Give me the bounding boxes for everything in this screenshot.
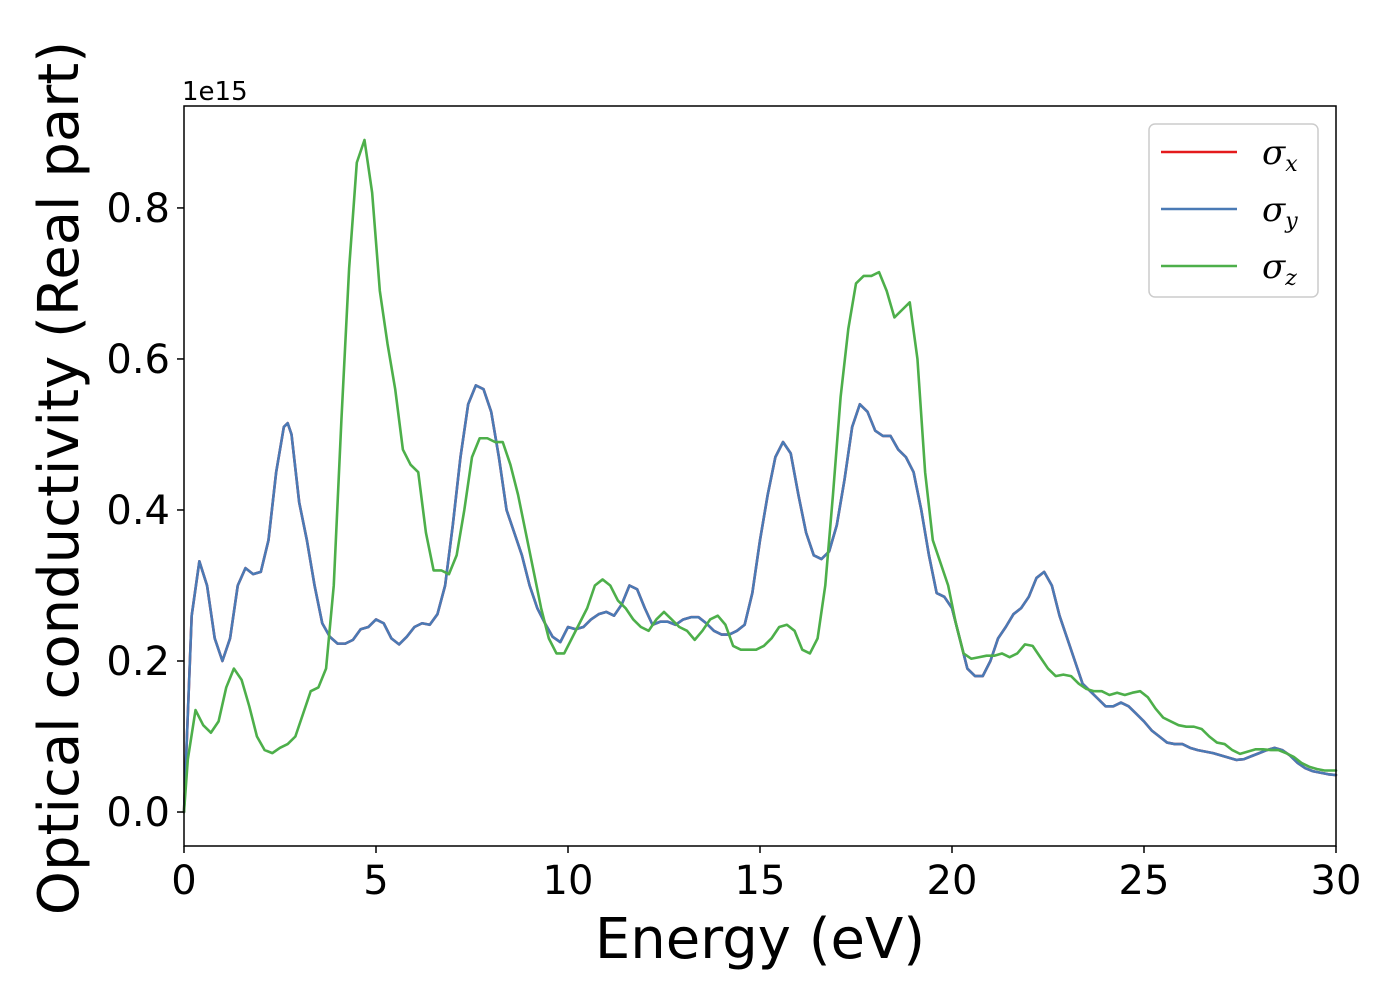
x-tick-label: 0 bbox=[171, 858, 196, 904]
x-axis-label: Energy (eV) bbox=[595, 907, 925, 972]
y-tick-label: 0.0 bbox=[106, 790, 170, 836]
series-layer bbox=[182, 138, 1338, 814]
y-tick-label: 0.6 bbox=[106, 337, 170, 383]
y-tick-label: 0.8 bbox=[106, 186, 170, 232]
legend-frame bbox=[1148, 123, 1319, 298]
y-offset-label: 1e15 bbox=[182, 77, 248, 107]
y-tick-label: 0.2 bbox=[106, 639, 170, 685]
plot-frame bbox=[183, 105, 1337, 847]
series-line-sigma-y bbox=[182, 384, 1338, 814]
y-axis-ticks: 0.0 0.2 0.4 0.6 0.8 bbox=[106, 186, 184, 836]
x-tick-label: 10 bbox=[543, 858, 594, 904]
x-tick-label: 30 bbox=[1311, 858, 1362, 904]
y-axis-label: Optical conductivity (Real part) bbox=[27, 41, 92, 915]
x-tick-label: 5 bbox=[363, 858, 388, 904]
x-axis-ticks: 0 5 10 15 20 25 30 bbox=[171, 846, 1361, 904]
x-tick-label: 20 bbox=[927, 858, 978, 904]
x-tick-label: 25 bbox=[1119, 858, 1170, 904]
x-tick-label: 15 bbox=[735, 858, 786, 904]
y-tick-label: 0.4 bbox=[106, 488, 170, 534]
series-line-sigma-z bbox=[182, 138, 1338, 814]
